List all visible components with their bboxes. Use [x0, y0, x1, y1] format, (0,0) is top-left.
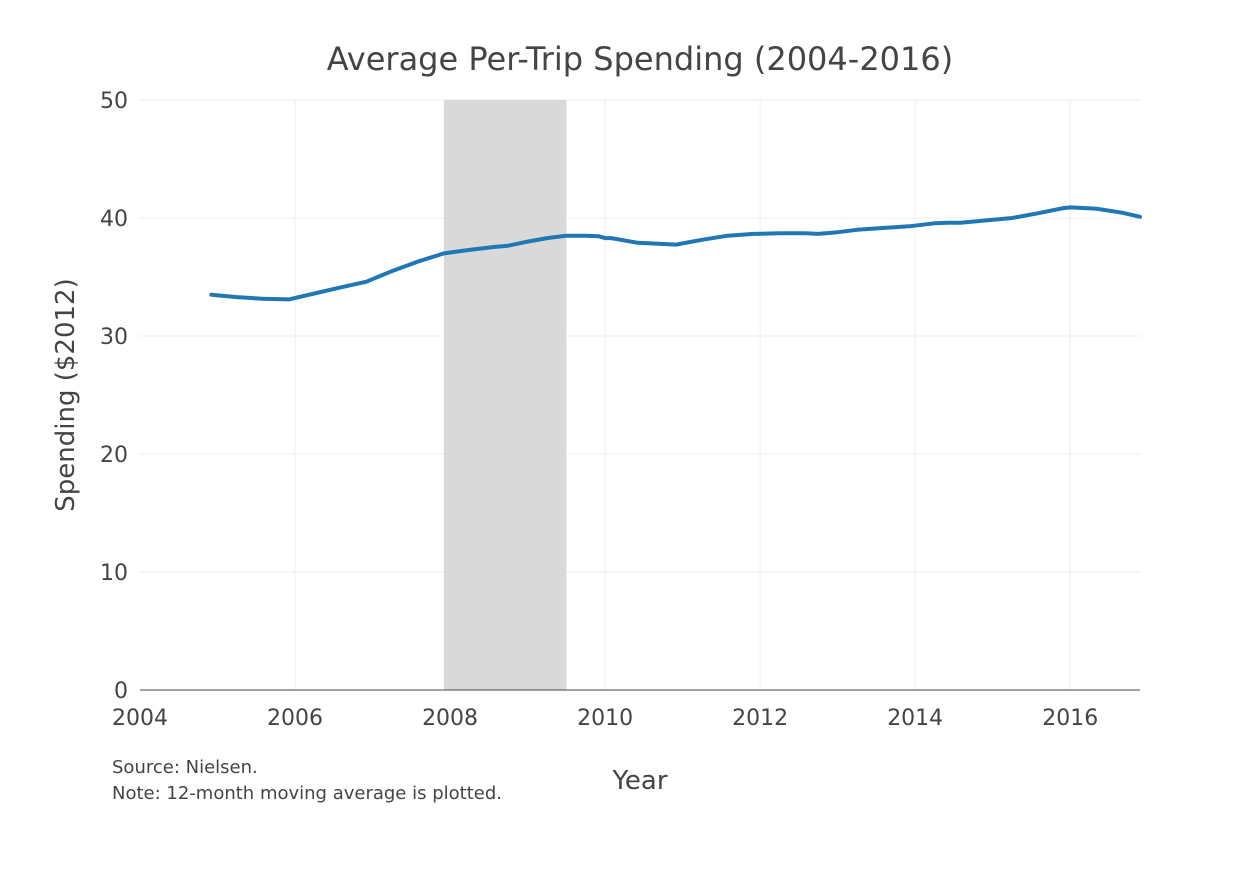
y-tick-label: 50 — [100, 89, 128, 114]
x-tick-label: 2010 — [577, 706, 633, 731]
y-tick-label: 30 — [100, 325, 128, 350]
recession-shading — [443, 100, 567, 690]
x-tick-label: 2012 — [732, 706, 788, 731]
y-tick-label: 20 — [100, 443, 128, 468]
axis-layer: 2004 2006 2008 2010 2012 2014 2016 0 10 20 30 40 50 — [100, 89, 1140, 731]
x-tick-label: 2016 — [1042, 706, 1098, 731]
spending-series-line — [209, 205, 1142, 302]
x-axis-title: Year — [611, 766, 667, 796]
label-layer: Average Per-Trip Spending (2004-2016) Ye… — [51, 40, 953, 804]
chart-title: Average Per-Trip Spending (2004-2016) — [327, 40, 953, 78]
y-axis-title: Spending ($2012) — [51, 278, 81, 511]
series-layer — [209, 205, 1142, 302]
source-note: Source: Nielsen. — [112, 757, 258, 778]
x-tick-label: 2006 — [267, 706, 323, 731]
moving-average-note: Note: 12-month moving average is plotted… — [112, 783, 502, 804]
x-tick-label: 2008 — [422, 706, 478, 731]
x-tick-label: 2004 — [112, 706, 168, 731]
grid-layer — [140, 99, 1140, 690]
y-tick-label: 10 — [100, 561, 128, 586]
shaded-region-layer — [443, 100, 567, 690]
y-tick-label: 0 — [114, 679, 128, 704]
x-tick-label: 2014 — [887, 706, 943, 731]
y-tick-label: 40 — [100, 207, 128, 232]
